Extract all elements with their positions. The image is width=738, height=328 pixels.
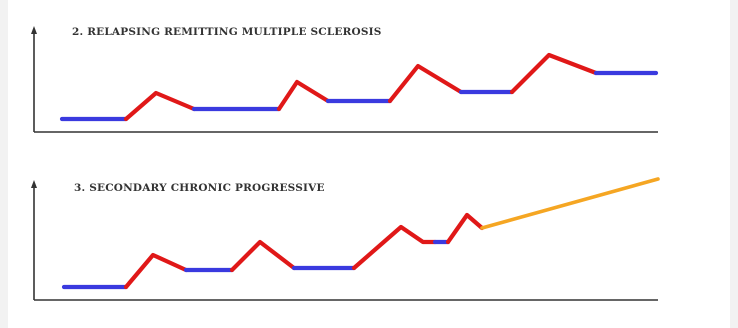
panel-2-progression-segment-9 xyxy=(480,177,660,230)
panel-2-relapse-segment-4 xyxy=(229,239,297,273)
panel-2-title: 3. SECONDARY CHRONIC PROGRESSIVE xyxy=(74,182,325,194)
panel-2-relapse-segment-2 xyxy=(123,252,189,290)
panel-2-relapse-segment-8 xyxy=(445,212,485,245)
panel-1-title: 2. RELAPSING REMITTING MULTIPLE SCLEROSI… xyxy=(72,26,382,38)
diagram-canvas: 2. RELAPSING REMITTING MULTIPLE SCLEROSI… xyxy=(8,0,730,328)
ms-course-diagram xyxy=(31,26,660,301)
panel-2-relapse-segment-6 xyxy=(351,224,438,271)
panel-1-relapse-segment-4 xyxy=(276,79,331,112)
panel-1-relapse-segment-8 xyxy=(509,52,599,95)
panel-1-relapse-segment-2 xyxy=(123,90,197,122)
panel-1-relapse-segment-6 xyxy=(387,63,464,104)
panel-2-y-axis-arrow xyxy=(31,180,37,188)
panel-1-y-axis-arrow xyxy=(31,26,37,34)
